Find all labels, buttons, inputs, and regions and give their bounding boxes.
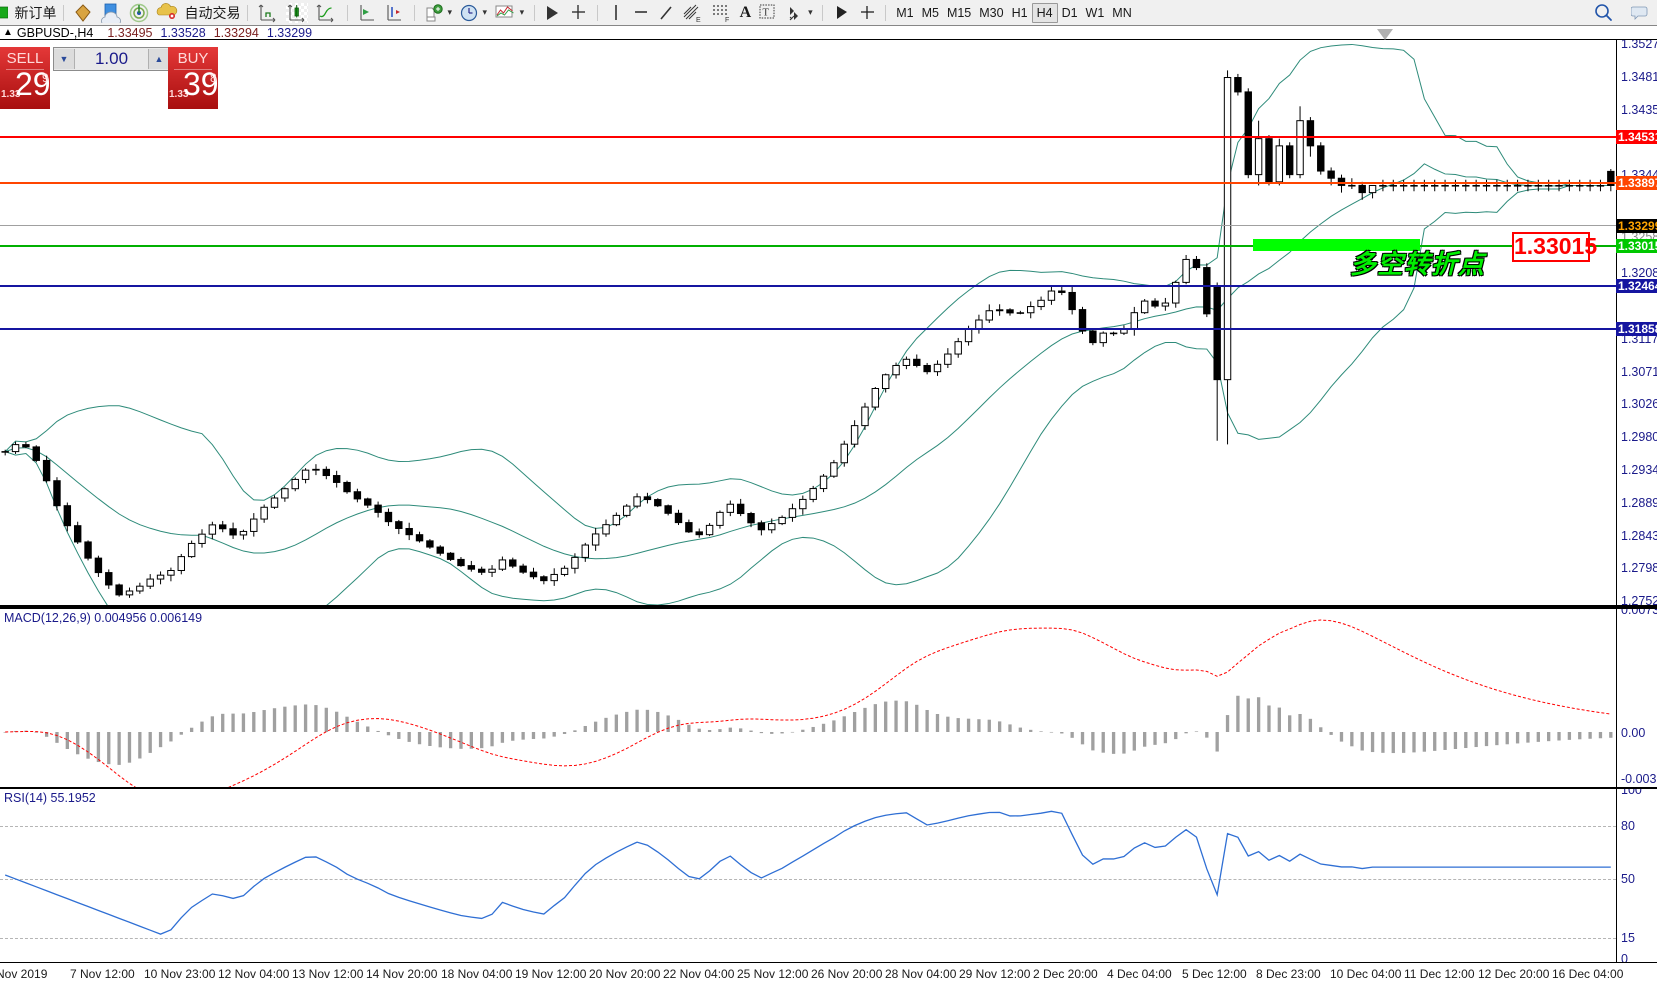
svg-text:F: F — [725, 17, 729, 23]
svg-text:T: T — [762, 7, 769, 18]
svg-text:E: E — [696, 17, 701, 23]
